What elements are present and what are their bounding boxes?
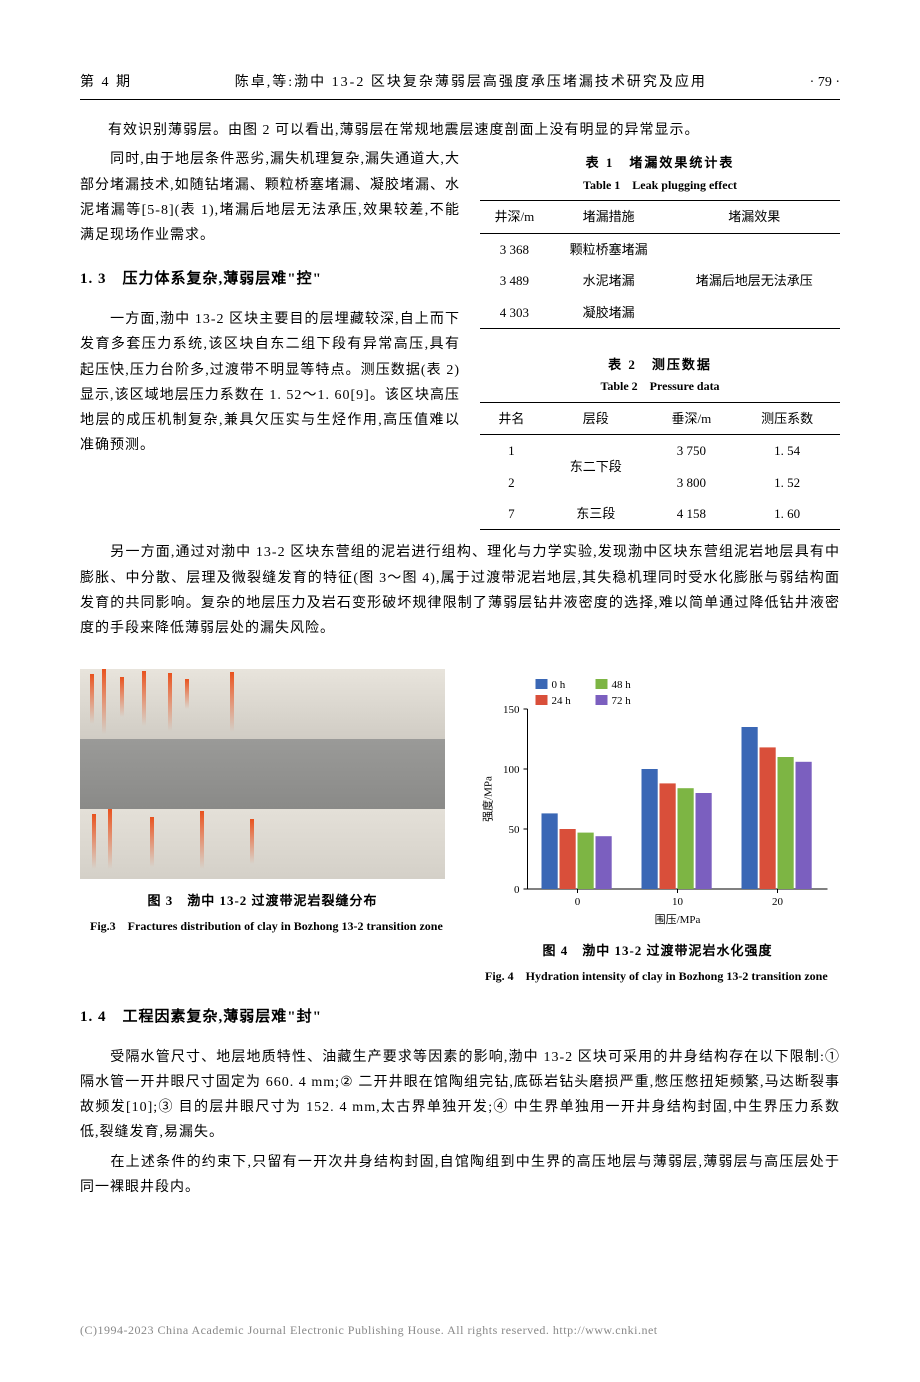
- table-header: 堵漏措施: [549, 201, 669, 233]
- crack-mark: [102, 669, 106, 734]
- crack-mark: [90, 674, 94, 724]
- fig4-caption-cn: 图 4 渤中 13-2 过渡带泥岩水化强度: [475, 939, 840, 962]
- crack-mark: [230, 672, 234, 732]
- svg-text:围压/MPa: 围压/MPa: [655, 913, 701, 926]
- svg-text:150: 150: [503, 704, 520, 716]
- section-heading-1-3: 1. 3 压力体系复杂,薄弱层难"控": [80, 266, 460, 293]
- table-row: 4 303凝胶堵漏: [480, 297, 840, 329]
- paragraph: 另一方面,通过对渤中 13-2 区块东营组的泥岩进行组构、理化与力学实验,发现渤…: [80, 540, 840, 641]
- paragraph: 有效识别薄弱层。由图 2 可以看出,薄弱层在常规地震层速度剖面上没有明显的异常显…: [80, 118, 840, 143]
- svg-text:24 h: 24 h: [552, 695, 572, 707]
- fig4-caption-en: Fig. 4 Hydration intensity of clay in Bo…: [475, 967, 840, 986]
- page-header: 第 4 期 陈卓,等:渤中 13-2 区块复杂薄弱层高强度承压堵漏技术研究及应用…: [80, 70, 840, 100]
- issue-number: 第 4 期: [80, 70, 132, 95]
- paragraph: 同时,由于地层条件恶劣,漏失机理复杂,漏失通道大,大部分堵漏技术,如随钻堵漏、颗…: [80, 147, 460, 248]
- table-header: 井名: [480, 402, 543, 434]
- table-row: 1东二下段3 7501. 54: [480, 435, 840, 467]
- running-title: 陈卓,等:渤中 13-2 区块复杂薄弱层高强度承压堵漏技术研究及应用: [132, 70, 810, 95]
- svg-text:0: 0: [575, 896, 581, 908]
- table1-caption-en: Table 1 Leak plugging effect: [480, 175, 840, 197]
- fig3-caption-cn: 图 3 渤中 13-2 过渡带泥岩裂缝分布: [80, 889, 445, 912]
- svg-text:100: 100: [503, 764, 520, 776]
- crack-mark: [142, 671, 146, 726]
- svg-text:10: 10: [672, 896, 684, 908]
- figure-4: 0 50 100 150 强度/MPa 0 10 20 围压/MPa 0 h 24 h 48 h 72 …: [475, 669, 840, 986]
- fig3-caption-en: Fig.3 Fractures distribution of clay in …: [80, 917, 445, 936]
- table-header: 井深/m: [480, 201, 549, 233]
- table-header: 测压系数: [734, 402, 840, 434]
- svg-text:0: 0: [514, 884, 520, 896]
- table-header: 垂深/m: [649, 402, 735, 434]
- svg-text:48 h: 48 h: [612, 679, 632, 691]
- section-heading-1-4: 1. 4 工程因素复杂,薄弱层难"封": [80, 1004, 840, 1031]
- table1-caption-cn: 表 1 堵漏效果统计表: [480, 151, 840, 174]
- table-row: 3 368颗粒桥塞堵漏: [480, 233, 840, 265]
- bar-chart: 0 50 100 150 强度/MPa 0 10 20 围压/MPa 0 h 24 h 48 h 72 …: [475, 669, 840, 929]
- figure-3: 图 3 渤中 13-2 过渡带泥岩裂缝分布 Fig.3 Fractures di…: [80, 669, 445, 986]
- table2-caption-en: Table 2 Pressure data: [480, 376, 840, 398]
- table-header: 堵漏效果: [668, 201, 840, 233]
- svg-text:50: 50: [509, 824, 521, 836]
- footer-copyright: (C)1994-2023 China Academic Journal Elec…: [80, 1320, 840, 1342]
- crack-mark: [120, 677, 124, 717]
- crack-mark: [200, 811, 204, 869]
- svg-text:72 h: 72 h: [612, 695, 632, 707]
- paragraph: 受隔水管尺寸、地层地质特性、油藏生产要求等因素的影响,渤中 13-2 区块可采用…: [80, 1045, 840, 1146]
- svg-text:强度/MPa: 强度/MPa: [481, 776, 495, 822]
- svg-text:20: 20: [772, 896, 784, 908]
- paragraph: 在上述条件的约束下,只留有一开次井身结构封固,自馆陶组到中生界的高压地层与薄弱层…: [80, 1150, 840, 1200]
- table-1: 井深/m堵漏措施堵漏效果 3 368颗粒桥塞堵漏3 489水泥堵漏堵漏后地层无法…: [480, 200, 840, 329]
- crack-mark: [250, 819, 254, 864]
- table-row: 3 489水泥堵漏堵漏后地层无法承压: [480, 265, 840, 296]
- table2-caption-cn: 表 2 测压数据: [480, 353, 840, 376]
- svg-text:0 h: 0 h: [552, 679, 566, 691]
- table-row: 23 8001. 52: [480, 467, 840, 498]
- crack-mark: [108, 809, 112, 869]
- crack-mark: [92, 814, 96, 869]
- crack-mark: [150, 817, 154, 867]
- paragraph: 一方面,渤中 13-2 区块主要目的层埋藏较深,自上而下发育多套压力系统,该区块…: [80, 307, 460, 458]
- crack-mark: [168, 673, 172, 731]
- table-row: 7东三段4 1581. 60: [480, 498, 840, 530]
- page-number: · 79 ·: [810, 70, 840, 95]
- table-header: 层段: [543, 402, 649, 434]
- crack-mark: [185, 679, 189, 709]
- table-2: 井名层段垂深/m测压系数 1东二下段3 7501. 5423 8001. 527…: [480, 402, 840, 531]
